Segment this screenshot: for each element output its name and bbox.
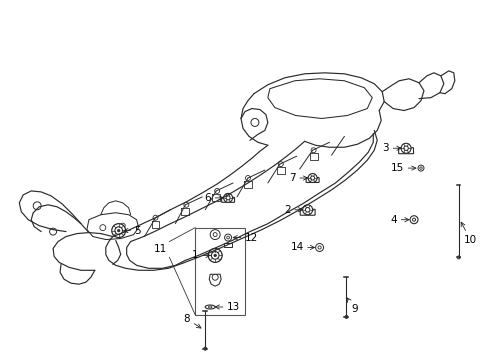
Text: 15: 15 xyxy=(391,163,416,173)
Text: 11: 11 xyxy=(154,244,168,255)
Circle shape xyxy=(401,143,411,153)
Circle shape xyxy=(210,230,220,239)
Circle shape xyxy=(245,176,250,180)
Circle shape xyxy=(223,193,233,202)
Polygon shape xyxy=(268,79,372,118)
FancyBboxPatch shape xyxy=(306,177,319,183)
Circle shape xyxy=(418,165,424,171)
Circle shape xyxy=(208,248,222,262)
Circle shape xyxy=(33,202,41,210)
Circle shape xyxy=(311,176,315,180)
Text: 9: 9 xyxy=(347,298,358,314)
Ellipse shape xyxy=(208,306,212,308)
Text: 1: 1 xyxy=(192,251,210,260)
Bar xyxy=(224,243,232,247)
Circle shape xyxy=(413,218,416,221)
Bar xyxy=(196,228,245,315)
FancyBboxPatch shape xyxy=(399,148,414,154)
Circle shape xyxy=(308,174,317,183)
Text: 13: 13 xyxy=(215,302,241,312)
Circle shape xyxy=(214,254,217,257)
Circle shape xyxy=(316,243,323,251)
Circle shape xyxy=(211,252,219,259)
Circle shape xyxy=(215,188,220,193)
Text: 7: 7 xyxy=(289,173,308,183)
Circle shape xyxy=(251,118,259,126)
Polygon shape xyxy=(87,213,139,239)
Circle shape xyxy=(204,347,207,350)
Text: 14: 14 xyxy=(291,243,315,252)
Circle shape xyxy=(345,315,348,319)
Circle shape xyxy=(118,229,120,232)
Circle shape xyxy=(112,224,125,238)
Text: 3: 3 xyxy=(383,143,401,153)
Circle shape xyxy=(303,205,313,215)
Circle shape xyxy=(49,228,56,235)
Circle shape xyxy=(420,167,422,169)
FancyBboxPatch shape xyxy=(221,197,235,202)
Circle shape xyxy=(457,256,460,259)
Text: 4: 4 xyxy=(391,215,409,225)
Circle shape xyxy=(120,223,125,228)
Circle shape xyxy=(404,146,408,150)
Circle shape xyxy=(226,196,230,200)
Text: 6: 6 xyxy=(204,193,223,203)
Text: 8: 8 xyxy=(184,314,201,328)
Circle shape xyxy=(212,274,218,280)
Circle shape xyxy=(100,225,106,231)
Circle shape xyxy=(153,215,158,220)
Circle shape xyxy=(305,207,310,212)
Circle shape xyxy=(224,234,232,241)
Ellipse shape xyxy=(205,305,215,309)
Circle shape xyxy=(184,202,189,207)
Circle shape xyxy=(278,162,283,167)
Circle shape xyxy=(318,246,321,249)
Text: 12: 12 xyxy=(233,233,258,243)
Text: 5: 5 xyxy=(124,226,141,235)
Text: 2: 2 xyxy=(284,205,302,215)
Circle shape xyxy=(311,148,316,153)
Circle shape xyxy=(213,233,217,237)
FancyBboxPatch shape xyxy=(300,209,315,215)
Circle shape xyxy=(410,216,418,224)
Text: 10: 10 xyxy=(461,222,477,244)
Circle shape xyxy=(115,227,122,234)
Polygon shape xyxy=(209,274,221,286)
Circle shape xyxy=(227,236,229,239)
